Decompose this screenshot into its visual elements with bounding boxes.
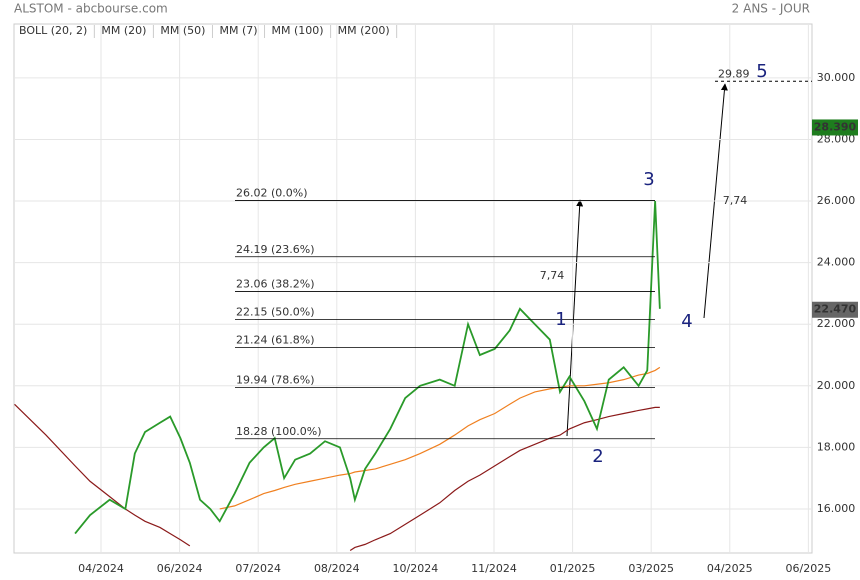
price-tag (812, 301, 858, 318)
wave-label: 5 (756, 61, 767, 82)
title: ALSTOM - abcbourse.com (14, 2, 168, 16)
target-label: 29.89 (718, 67, 750, 80)
moving-average (14, 403, 660, 552)
price-line (74, 201, 661, 535)
period: 2 ANS - JOUR (732, 2, 810, 16)
fib-label: 22.15 (50.0%) (236, 306, 315, 319)
legend-entry: MM (200) (338, 24, 390, 37)
moving-average (219, 366, 661, 510)
y-tick-label: 20.000 (817, 379, 856, 392)
y-tick-label: 30.000 (817, 71, 856, 84)
y-tick-label: 16.000 (817, 502, 856, 515)
x-tick-label: 11/2024 (471, 562, 517, 575)
x-tick-label: 01/2025 (550, 562, 596, 575)
y-tick-label: 28.000 (817, 132, 856, 145)
fib-label: 19.94 (78.6%) (236, 374, 315, 387)
y-tick-label: 18.000 (817, 440, 856, 453)
plot-layer (14, 24, 812, 553)
fib-label: 24.19 (23.6%) (236, 243, 315, 256)
annotation: 7,74 (723, 194, 748, 207)
fib-label: 23.06 (38.2%) (236, 278, 315, 291)
y-tick-label: 26.000 (817, 194, 856, 207)
wave-label: 3 (643, 169, 654, 190)
x-tick-label: 10/2024 (393, 562, 439, 575)
price-tag-label: 22.470 (814, 303, 857, 316)
x-tick-label: 08/2024 (314, 562, 360, 575)
price-tag (812, 119, 858, 136)
x-tick-label: 06/2024 (157, 562, 203, 575)
wave-label: 2 (592, 446, 603, 467)
y-tick-label: 24.000 (817, 256, 856, 269)
y-tick-label: 22.000 (817, 317, 856, 330)
x-tick-label: 04/2025 (707, 562, 753, 575)
fib-label: 21.24 (61.8%) (236, 334, 315, 347)
x-tick-label: 04/2024 (78, 562, 124, 575)
annotation: 7,74 (540, 269, 565, 282)
legend-entry: BOLL (20, 2) (19, 24, 87, 37)
wave-label: 4 (681, 311, 692, 332)
price-tag-label: 28.390 (814, 120, 857, 133)
x-tick-label: 06/2025 (786, 562, 832, 575)
wave-label: 1 (555, 309, 566, 330)
legend-entry: MM (20) (101, 24, 146, 37)
fib-label: 26.02 (0.0%) (236, 186, 308, 199)
legend-entry: MM (100) (272, 24, 324, 37)
legend-entry: MM (50) (160, 24, 205, 37)
legend-entry: MM (7) (219, 24, 257, 37)
arrow (566, 199, 584, 437)
plot-area (13, 23, 813, 554)
x-tick-label: 03/2025 (628, 562, 674, 575)
x-tick-label: 07/2024 (235, 562, 281, 575)
fib-label: 18.28 (100.0%) (236, 425, 322, 438)
